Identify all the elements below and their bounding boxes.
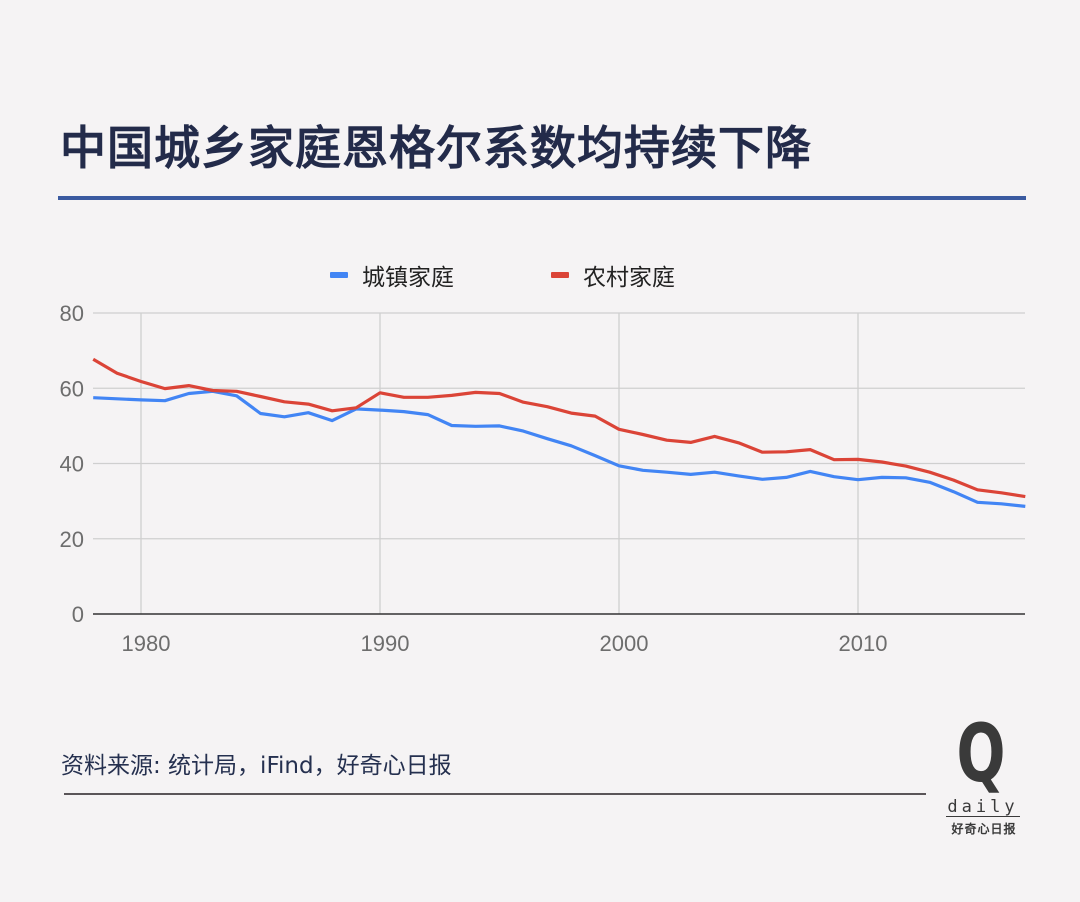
y-tick-label: 60 [60, 376, 84, 401]
logo-q-mark: Q [956, 707, 1006, 800]
x-axis-ticks: 1980 1990 2000 2010 [122, 631, 888, 656]
chart-series [92, 357, 1026, 508]
y-tick-label: 0 [72, 602, 84, 627]
qdaily-logo: Q daily 好奇心日报 [940, 712, 1030, 842]
x-tick-label: 2010 [839, 631, 888, 656]
legend-item-urban: 城镇家庭 [330, 258, 454, 292]
chart-legend: 城镇家庭 农村家庭 [0, 258, 1080, 292]
series-line-rural [92, 357, 1026, 499]
legend-swatch-rural [551, 272, 569, 278]
title-underline [58, 196, 1026, 200]
y-tick-label: 20 [60, 527, 84, 552]
y-tick-label: 80 [60, 301, 84, 326]
x-tick-label: 1980 [122, 631, 171, 656]
source-underline [64, 793, 926, 795]
x-tick-label: 2000 [600, 631, 649, 656]
legend-item-rural: 农村家庭 [551, 258, 675, 292]
y-tick-label: 40 [60, 452, 84, 477]
legend-label-urban: 城镇家庭 [362, 265, 454, 291]
y-axis-ticks: 0 20 40 60 80 [60, 301, 84, 627]
logo-chinese-name: 好奇心日报 [951, 822, 1017, 836]
legend-swatch-urban [330, 272, 348, 278]
source-note: 资料来源: 统计局，iFind，好奇心日报 [61, 753, 452, 779]
x-tick-label: 1990 [361, 631, 410, 656]
chart-title: 中国城乡家庭恩格尔系数均持续下降 [60, 121, 812, 175]
series-line-urban [93, 389, 1026, 508]
legend-label-rural: 农村家庭 [583, 265, 675, 291]
chart-grid [93, 312, 1025, 614]
logo-wordmark: daily [946, 797, 1020, 817]
